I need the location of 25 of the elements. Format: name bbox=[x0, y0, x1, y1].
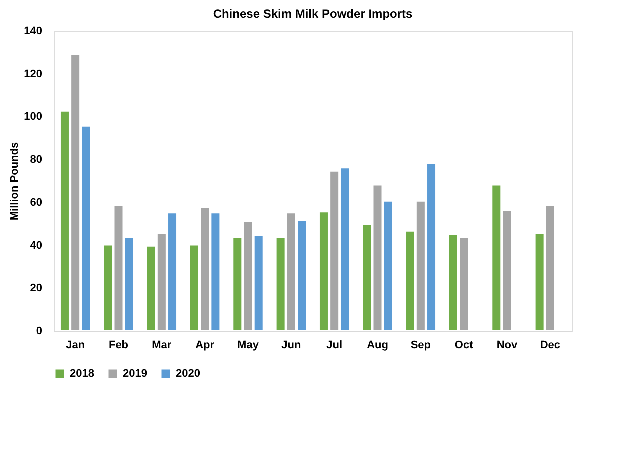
x-tick-label: Nov bbox=[496, 340, 519, 352]
x-tick-label: May bbox=[238, 340, 260, 352]
y-axis-title: Million Pounds bbox=[9, 142, 22, 221]
legend-label: 2019 bbox=[123, 368, 148, 380]
x-tick-label: Apr bbox=[196, 340, 216, 352]
x-tick-label: Mar bbox=[152, 340, 172, 352]
x-tick-label: Oct bbox=[454, 340, 474, 352]
y-tick-label: 60 bbox=[30, 196, 42, 209]
x-tick-label: Feb bbox=[108, 340, 129, 352]
legend-label: 2020 bbox=[176, 368, 200, 380]
chart-title: Chinese Skim Milk Powder Imports bbox=[213, 7, 414, 21]
y-tick-label: 100 bbox=[24, 111, 42, 124]
x-tick-label: Dec bbox=[540, 340, 561, 352]
x-tick-label: Aug bbox=[367, 340, 388, 352]
y-tick-label: 20 bbox=[30, 282, 42, 295]
y-tick-label: 40 bbox=[30, 240, 42, 252]
x-tick-label: Jul bbox=[326, 340, 343, 352]
y-tick-label: 0 bbox=[36, 326, 42, 338]
y-tick-label: 120 bbox=[24, 68, 42, 80]
x-tick-label: Sep bbox=[410, 340, 432, 352]
x-tick-label: Jun bbox=[282, 340, 302, 352]
x-tick-label: Jan bbox=[66, 340, 86, 352]
y-tick-label: 80 bbox=[30, 154, 42, 166]
legend-label: 2018 bbox=[70, 368, 94, 380]
y-tick-label: 140 bbox=[24, 26, 42, 38]
